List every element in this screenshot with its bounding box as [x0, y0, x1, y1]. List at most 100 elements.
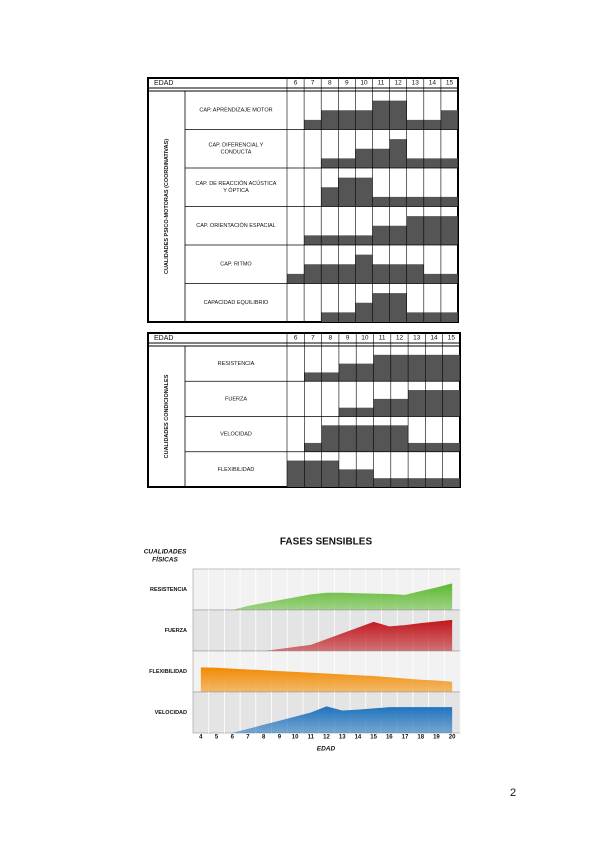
level-bar [355, 302, 373, 322]
age-label: 6 [294, 80, 298, 87]
level-bar [338, 110, 356, 130]
level-bar [425, 442, 443, 452]
x-tick-label: 17 [402, 735, 409, 741]
level-bar [408, 354, 426, 382]
level-bar [389, 264, 407, 284]
age-label: 8 [328, 335, 332, 342]
level-bar [408, 390, 426, 417]
age-label: 15 [448, 335, 456, 342]
area [232, 706, 453, 733]
x-tick-label: 19 [433, 735, 440, 741]
x-tick-label: 15 [370, 735, 377, 741]
level-bar [321, 264, 339, 284]
page-number: 2 [510, 787, 516, 799]
x-tick-label: 14 [355, 735, 362, 741]
level-bar [390, 354, 409, 382]
level-bar [355, 148, 373, 168]
level-bar [372, 264, 390, 284]
x-tick-label: 18 [417, 735, 424, 741]
age-label: 13 [413, 335, 421, 342]
quality-label: CAPACIDAD EQUILIBRIO [204, 300, 269, 306]
level-bar [356, 469, 374, 487]
age-label: 8 [328, 80, 332, 87]
series-label: VELOCIDAD [155, 710, 187, 716]
quality-label: CONDUCTA [221, 150, 252, 156]
header-label: EDAD [154, 335, 173, 342]
level-bar [425, 354, 443, 382]
level-bar [338, 235, 356, 245]
level-bar [442, 442, 460, 452]
level-bar [442, 478, 460, 487]
level-bar [304, 264, 322, 284]
series-label: RESISTENCIA [150, 587, 187, 593]
level-bar [373, 354, 391, 382]
series-label: FLEXIBILIDAD [149, 669, 187, 675]
level-bar [406, 196, 424, 207]
level-bar [390, 398, 409, 417]
level-bar [356, 407, 374, 417]
level-bar [321, 110, 339, 130]
age-label: 7 [311, 80, 315, 87]
x-tick-label: 8 [262, 735, 266, 741]
age-label: 14 [429, 80, 437, 87]
level-bar [423, 273, 441, 284]
x-tick-label: 6 [231, 735, 235, 741]
age-label: 13 [412, 80, 420, 87]
x-tick-label: 7 [246, 735, 250, 741]
x-tick-label: 9 [278, 735, 282, 741]
age-label: 9 [345, 80, 349, 87]
age-label: 14 [430, 335, 438, 342]
level-bar [406, 158, 424, 168]
level-bar [355, 177, 373, 207]
age-label: 10 [361, 335, 369, 342]
level-bar [321, 425, 339, 452]
x-tick-label: 5 [215, 735, 219, 741]
header-label: EDAD [154, 80, 173, 87]
level-bar [321, 235, 339, 245]
age-label: 11 [378, 80, 385, 87]
age-label: 12 [395, 80, 403, 87]
age-label: 7 [311, 335, 315, 342]
level-bar [304, 119, 322, 130]
level-bar [338, 264, 356, 284]
level-bar [442, 354, 460, 382]
level-bar [338, 158, 356, 168]
level-bar [321, 187, 339, 207]
level-bar [423, 312, 441, 322]
age-label: 12 [396, 335, 404, 342]
level-bar [372, 293, 390, 322]
level-bar [389, 293, 407, 322]
level-bar [423, 119, 441, 130]
level-bar [338, 177, 356, 207]
level-bar [408, 442, 426, 452]
quality-label: CAP. APRENDIZAJE MOTOR [199, 108, 272, 114]
x-tick-label: 16 [386, 735, 393, 741]
level-bar [440, 273, 458, 284]
quality-label: CAP. ORIENTACIÓN ESPACIAL [196, 222, 275, 229]
level-bar [440, 158, 458, 168]
group-label: CUALIDADES CONDICIONALES [164, 374, 170, 458]
level-bar [423, 216, 441, 245]
level-bar [372, 148, 390, 168]
level-bar [355, 254, 373, 284]
level-bar [338, 469, 357, 487]
x-tick-label: 13 [339, 735, 346, 741]
quality-label: FUERZA [225, 396, 247, 402]
level-bar [408, 478, 426, 487]
x-tick-label: 10 [292, 735, 299, 741]
level-bar [355, 235, 373, 245]
level-bar [338, 363, 357, 382]
level-bar [373, 478, 391, 487]
level-bar [372, 225, 390, 245]
x-tick-label: 4 [199, 735, 203, 741]
level-bar [406, 264, 424, 284]
series-label: FUERZA [165, 628, 187, 634]
area [232, 583, 453, 610]
level-bar [321, 460, 339, 487]
age-label: 9 [346, 335, 350, 342]
age-label: 6 [294, 335, 298, 342]
level-bar [304, 460, 322, 487]
level-bar [356, 425, 374, 452]
level-bar [287, 460, 305, 487]
level-bar [373, 398, 391, 417]
